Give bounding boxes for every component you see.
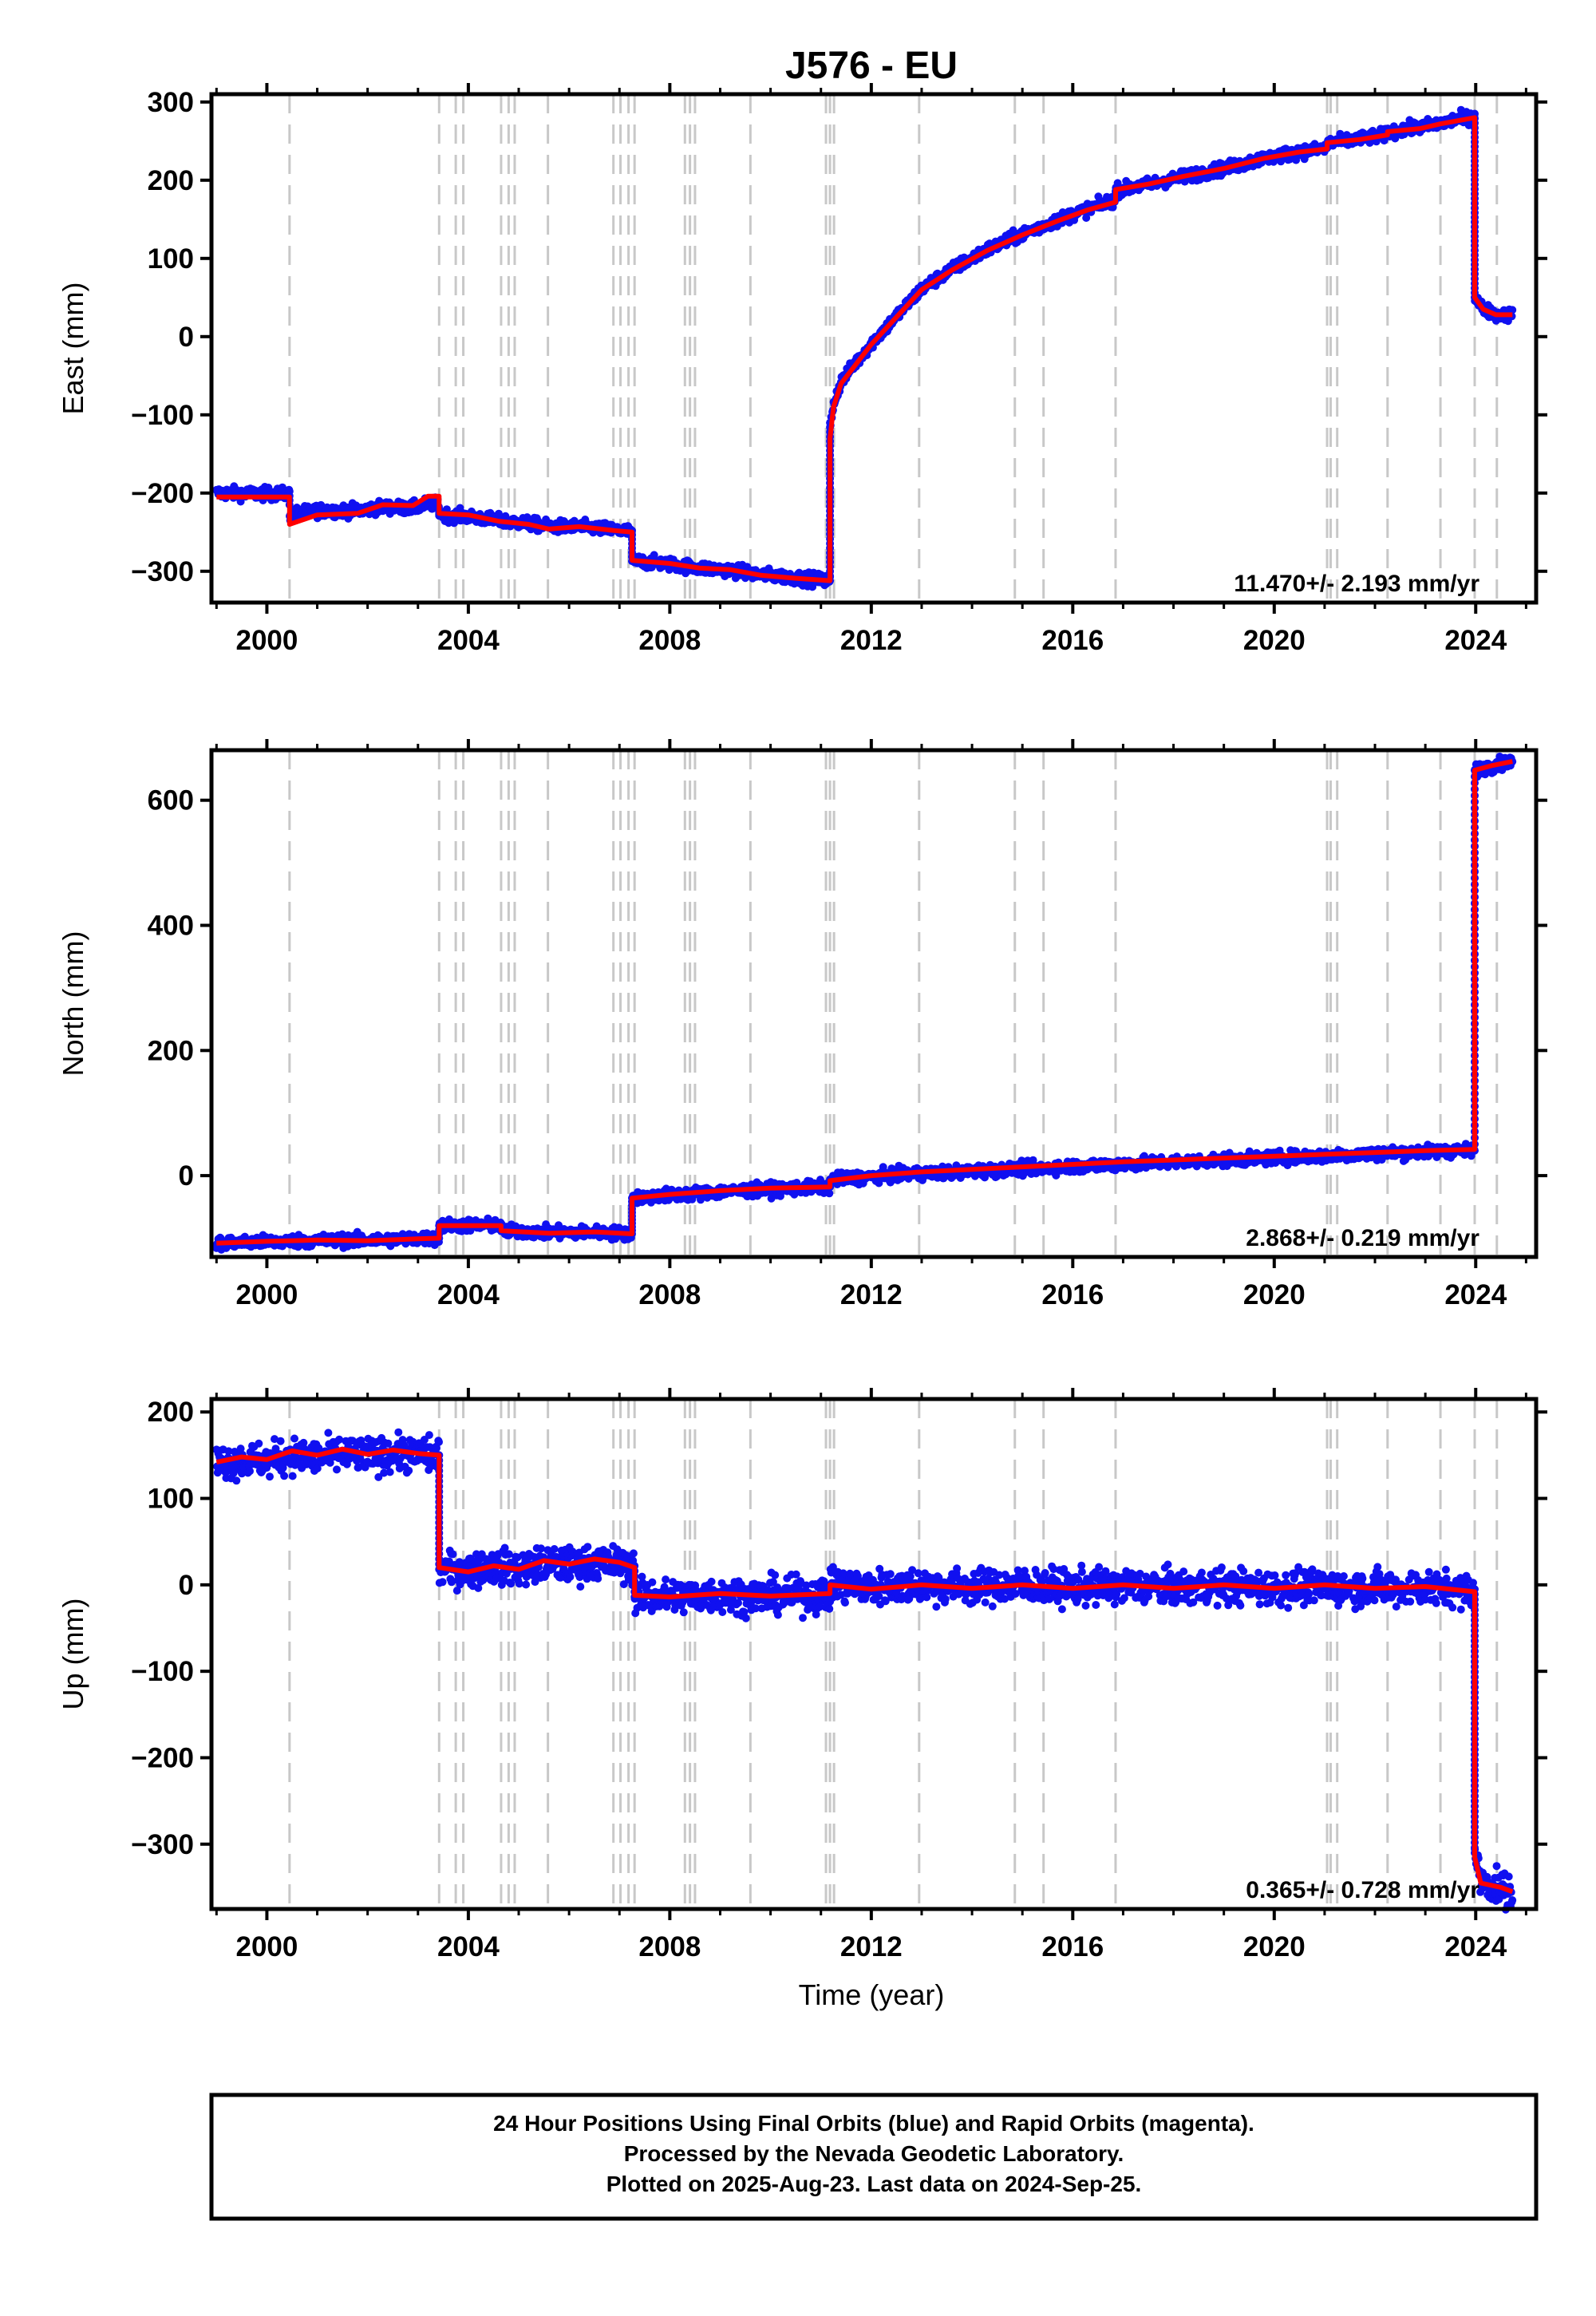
data-point [280, 1472, 289, 1480]
x-tick-label: 2008 [638, 625, 701, 656]
y-tick-label: 600 [148, 785, 194, 816]
y-tick-label: 200 [148, 1035, 194, 1066]
x-tick-label: 2020 [1243, 625, 1306, 656]
x-tick-label: 2008 [638, 1279, 701, 1310]
y-tick-label: −100 [131, 400, 194, 431]
figure-title: J576 - EU [785, 45, 958, 87]
data-point [236, 497, 245, 506]
panel-north: 2000 2004 2008 2012 2016 2020 2024 0 200 400 600 No… [57, 739, 1547, 1310]
data-point [288, 1472, 297, 1480]
data-point [333, 1465, 341, 1474]
y-tick-label: 0 [179, 322, 194, 353]
x-tick-label: 2012 [840, 625, 903, 656]
x-tick-label: 2020 [1243, 1279, 1306, 1310]
data-point [324, 1429, 333, 1437]
y-tick-label: −200 [131, 478, 194, 509]
data-point [290, 1434, 298, 1443]
y-axis-label: North (mm) [57, 931, 89, 1077]
y-tick-label: 200 [148, 165, 194, 196]
x-tick-label: 2000 [235, 1279, 298, 1310]
rate-label: 11.470+/- 2.193 mm/yr [1234, 571, 1479, 597]
y-tick-label: 300 [148, 87, 194, 118]
rate-label: 2.868+/- 0.219 mm/yr [1246, 1225, 1479, 1251]
y-tick-label: 100 [148, 243, 194, 275]
y-tick-label: −300 [131, 556, 194, 587]
x-tick-label: 2004 [437, 625, 500, 656]
data-point [255, 1439, 263, 1448]
x-tick-label: 2024 [1444, 625, 1507, 656]
x-tick-label: 2004 [437, 1279, 500, 1310]
data-point [266, 1472, 274, 1481]
panel-up: 2000 2004 2008 2012 2016 2020 2024−300−200−100… [57, 1388, 1547, 1962]
data-point [246, 1467, 254, 1476]
data-point [335, 1435, 344, 1444]
x-tick-label: 2012 [840, 1279, 903, 1310]
data-point [495, 509, 503, 518]
data-point [232, 1476, 241, 1485]
x-tick-label: 2016 [1041, 1279, 1104, 1310]
x-tick-label: 2000 [235, 625, 298, 656]
y-axis-label: East (mm) [57, 283, 89, 415]
y-tick-label: 400 [148, 911, 194, 942]
data-point [276, 1437, 285, 1445]
y-tick-label: 0 [179, 1160, 194, 1192]
x-tick-label: 2024 [1444, 1279, 1507, 1310]
x-tick-label: 2016 [1041, 625, 1104, 656]
panel-east: 2000 2004 2008 2012 2016 2020 2024−300−200−100… [57, 83, 1547, 656]
